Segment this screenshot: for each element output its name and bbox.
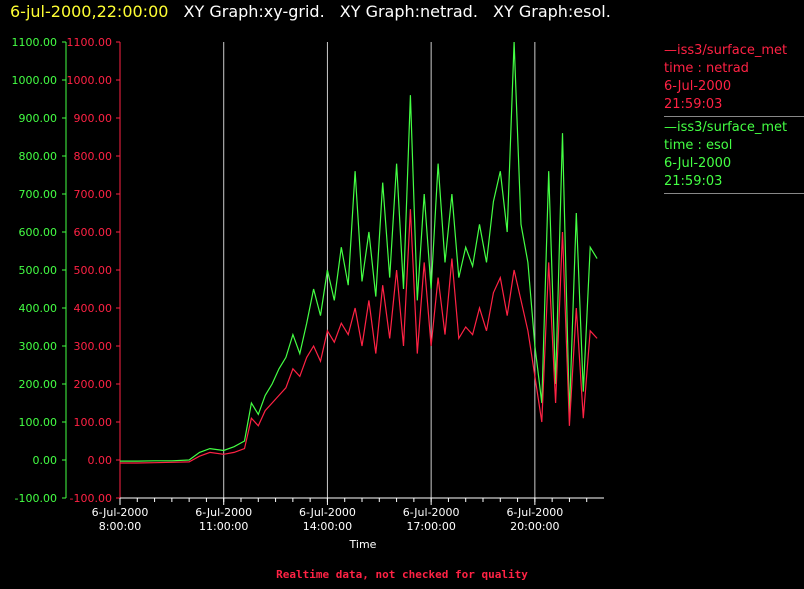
y-tick-label-netrad-5: 400.00	[74, 302, 113, 315]
y-tick-label-esol-0: -100.00	[15, 492, 57, 505]
legend-netrad-source: —iss3/surface_met	[664, 43, 788, 58]
legend-esol-source: —iss3/surface_met	[664, 120, 788, 135]
y-tick-label-netrad-10: 900.00	[74, 112, 113, 125]
y-tick-label-netrad-7: 600.00	[74, 226, 113, 239]
legend-esol-time: 21:59:03	[664, 174, 723, 189]
y-tick-label-esol-7: 600.00	[19, 226, 58, 239]
series-line-netrad	[120, 209, 598, 464]
legend: —iss3/surface_met time : netrad 6-Jul-20…	[664, 42, 804, 196]
header: 6-jul-2000,22:00:00 XY Graph:xy-grid. XY…	[10, 2, 621, 21]
y-tick-label-esol-1: 0.00	[33, 454, 58, 467]
x-axis-label: Time	[349, 538, 377, 551]
x-tick-date-0: 6-Jul-2000	[92, 506, 149, 519]
y-tick-label-netrad-0: -100.00	[70, 492, 112, 505]
y-tick-label-esol-2: 100.00	[19, 416, 58, 429]
legend-netrad-date: 6-Jul-2000	[664, 79, 732, 94]
x-tick-date-4: 6-Jul-2000	[506, 506, 563, 519]
x-tick-date-1: 6-Jul-2000	[195, 506, 252, 519]
legend-netrad-time: 21:59:03	[664, 97, 723, 112]
y-tick-label-esol-5: 400.00	[19, 302, 58, 315]
legend-esol-variable: time : esol	[664, 138, 733, 153]
y-tick-label-netrad-6: 500.00	[74, 264, 113, 277]
x-tick-date-2: 6-Jul-2000	[299, 506, 356, 519]
y-tick-label-esol-12: 1100.00	[12, 36, 58, 49]
x-tick-date-3: 6-Jul-2000	[403, 506, 460, 519]
y-tick-label-netrad-1: 0.00	[88, 454, 113, 467]
x-tick-time-2: 14:00:00	[303, 520, 352, 533]
y-tick-label-esol-11: 1000.00	[12, 74, 58, 87]
y-tick-label-esol-8: 700.00	[19, 188, 58, 201]
legend-esol-date: 6-Jul-2000	[664, 156, 732, 171]
y-tick-label-esol-10: 900.00	[19, 112, 58, 125]
legend-entry-netrad: —iss3/surface_met time : netrad 6-Jul-20…	[664, 42, 804, 117]
y-tick-label-netrad-11: 1000.00	[67, 74, 113, 87]
series-line-esol	[120, 41, 598, 462]
legend-netrad-variable: time : netrad	[664, 61, 749, 76]
y-tick-label-netrad-12: 1100.00	[67, 36, 113, 49]
header-title-1: XY Graph:xy-grid.	[183, 2, 325, 21]
x-tick-time-4: 20:00:00	[510, 520, 559, 533]
header-title-3: XY Graph:esol.	[493, 2, 611, 21]
x-tick-time-0: 8:00:00	[99, 520, 141, 533]
y-tick-label-netrad-9: 800.00	[74, 150, 113, 163]
quality-footer: Realtime data, not checked for quality	[276, 568, 528, 581]
y-tick-label-netrad-4: 300.00	[74, 340, 113, 353]
y-tick-label-netrad-8: 700.00	[74, 188, 113, 201]
y-tick-label-esol-3: 200.00	[19, 378, 58, 391]
y-tick-label-esol-6: 500.00	[19, 264, 58, 277]
x-tick-time-3: 17:00:00	[406, 520, 455, 533]
header-timestamp: 6-jul-2000,22:00:00	[10, 2, 169, 21]
y-tick-label-netrad-3: 200.00	[74, 378, 113, 391]
x-tick-time-1: 11:00:00	[199, 520, 248, 533]
legend-entry-esol: —iss3/surface_met time : esol 6-Jul-2000…	[664, 119, 804, 194]
header-title-2: XY Graph:netrad.	[339, 2, 478, 21]
y-tick-label-esol-4: 300.00	[19, 340, 58, 353]
y-tick-label-netrad-2: 100.00	[74, 416, 113, 429]
y-tick-label-esol-9: 800.00	[19, 150, 58, 163]
